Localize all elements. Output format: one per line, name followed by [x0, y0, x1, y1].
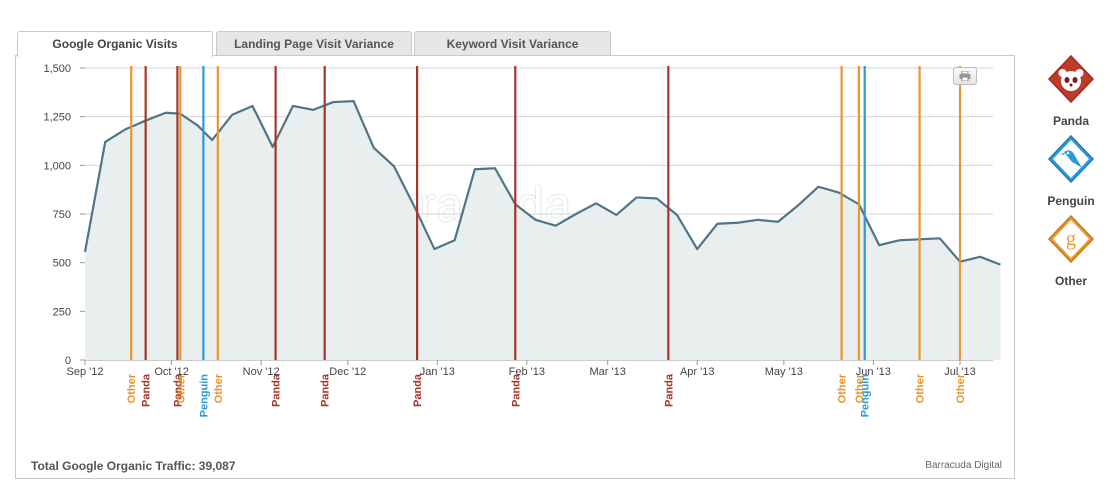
legend-penguin: Penguin: [1040, 134, 1102, 208]
algorithm-update-label: Panda: [663, 373, 675, 407]
algorithm-update-label: Other: [854, 373, 866, 403]
x-tick-label: Sep '12: [67, 366, 104, 378]
x-tick-label: Nov '12: [243, 366, 280, 378]
y-tick-label: 1,000: [43, 160, 71, 172]
x-tick-label: Oct '12: [154, 366, 189, 378]
algorithm-update-label: Other: [213, 373, 225, 403]
tab-landing-page-visit-variance[interactable]: Landing Page Visit Variance: [216, 31, 412, 55]
x-tick-label: Jan '13: [420, 366, 455, 378]
svg-text:g: g: [1066, 228, 1076, 250]
visits-line: [83, 99, 1001, 266]
brand-credit: Barracuda Digital: [925, 460, 1002, 471]
algorithm-update-label: Penguin: [198, 374, 210, 418]
algorithm-update-label: Panda: [172, 373, 184, 407]
legend-other-label: Other: [1054, 274, 1087, 288]
algorithm-update-label: Panda: [320, 373, 332, 407]
tab-google-organic-visits[interactable]: Google Organic Visits: [17, 31, 213, 57]
algorithm-update-label: Panda: [412, 373, 424, 407]
x-tick-label: Mar '13: [590, 366, 626, 378]
y-tick-label: 1,250: [43, 112, 71, 124]
google-g-icon: g: [1047, 214, 1095, 264]
algorithm-update-label: Panda: [141, 373, 153, 407]
legend-other: g Other: [1040, 214, 1102, 288]
x-tick-label: Feb '13: [509, 366, 545, 378]
algorithm-update-label: Other: [175, 373, 187, 403]
print-button[interactable]: [953, 67, 977, 85]
penguin-icon: [1047, 134, 1095, 184]
x-tick-label: Apr '13: [680, 366, 715, 378]
x-tick-label: Dec '12: [329, 366, 366, 378]
legend-penguin-label: Penguin: [1047, 194, 1095, 208]
printer-icon: [959, 71, 971, 81]
algorithm-update-label: Other: [955, 373, 967, 403]
algorithm-update-label: Panda: [271, 373, 283, 407]
total-traffic-label: Total Google Organic Traffic: 39,087: [31, 459, 236, 473]
y-tick-label: 750: [53, 209, 71, 221]
tab-bar: Google Organic Visits Landing Page Visit…: [17, 31, 1017, 57]
algorithm-update-label: Panda: [510, 373, 522, 407]
algorithm-update-label: Other: [915, 373, 927, 403]
tab-keyword-visit-variance[interactable]: Keyword Visit Variance: [414, 31, 611, 55]
algorithm-update-label: Other: [837, 373, 849, 403]
y-tick-label: 250: [53, 306, 71, 318]
x-tick-label: Jul '13: [944, 366, 975, 378]
legend-panda-label: Panda: [1052, 114, 1089, 128]
x-tick-label: Jun '13: [856, 366, 891, 378]
y-tick-label: 0: [65, 355, 71, 367]
algorithm-update-label: Other: [126, 373, 138, 403]
algorithm-update-label: Penguin: [860, 374, 872, 418]
x-tick-label: May '13: [765, 366, 803, 378]
visits-area: [85, 101, 1001, 361]
legend-panda: Panda: [1040, 54, 1102, 128]
y-tick-label: 500: [53, 258, 71, 270]
y-tick-label: 1,500: [43, 63, 71, 75]
panda-icon: [1047, 54, 1095, 104]
